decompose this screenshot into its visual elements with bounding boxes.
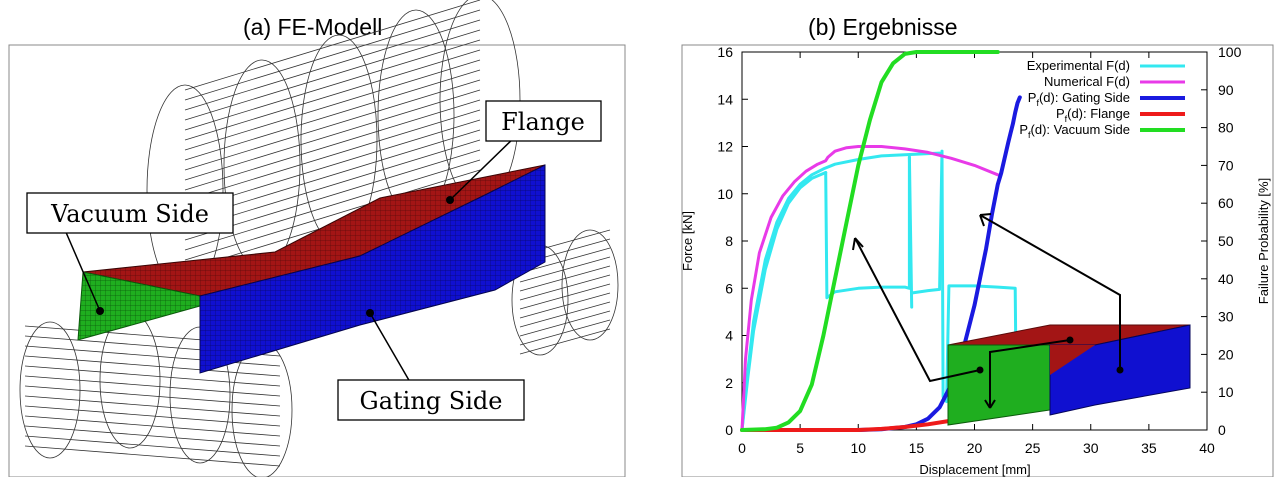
- gating-side-surface: [199, 164, 546, 374]
- y2-tick-label: 20: [1218, 346, 1234, 362]
- y-tick-label: 4: [725, 328, 733, 344]
- y2-tick-label: 10: [1218, 384, 1234, 400]
- right-support-cylinder: [511, 229, 619, 356]
- legend-label: Pf(d): Vacuum Side: [1019, 122, 1130, 140]
- gating-side-leader-line: [369, 312, 411, 383]
- y2-tick-label: 90: [1218, 82, 1234, 98]
- x-tick-label: 35: [1141, 440, 1157, 456]
- series-line: [740, 50, 1000, 432]
- y2-tick-label: 60: [1218, 195, 1234, 211]
- y2-tick-label: 0: [1218, 422, 1226, 438]
- series-experimental-f-d: [740, 149, 1018, 432]
- y2-axis-label: Failure Probability [%]: [1256, 178, 1271, 304]
- y-tick-label: 6: [725, 280, 733, 296]
- legend-label: Pf(d): Gating Side: [1028, 90, 1130, 108]
- inset-model: [947, 324, 1191, 426]
- series-line: [856, 95, 1022, 432]
- y-axis-label: Force [kN]: [680, 211, 695, 271]
- series-line: [910, 149, 944, 295]
- vacuum-side-callout-box: [26, 192, 234, 234]
- y-tick-label: 14: [717, 91, 733, 107]
- y2-tick-label: 50: [1218, 233, 1234, 249]
- flange-leader-line: [449, 131, 521, 201]
- series-pf-d-vacuum-side: [740, 50, 1000, 432]
- panel-a-title: (a) FE-Modell: [243, 14, 383, 40]
- panel-b-title: (b) Ergebnisse: [808, 14, 958, 40]
- series-line: [907, 155, 914, 309]
- y-tick-label: 2: [725, 375, 733, 391]
- y2-tick-label: 70: [1218, 157, 1234, 173]
- punch-cylinder: [146, 0, 521, 296]
- y2-tick-label: 40: [1218, 271, 1234, 287]
- x-tick-label: 15: [909, 440, 925, 456]
- y2-tick-label: 30: [1218, 309, 1234, 325]
- y-tick-label: 16: [717, 44, 733, 60]
- x-tick-label: 30: [1083, 440, 1099, 456]
- series-line: [740, 145, 1000, 432]
- vacuum-side-leader-line: [64, 229, 101, 312]
- vacuum-side-label: Vacuum Side: [50, 200, 209, 228]
- flange-label: Flange: [501, 108, 585, 136]
- panel-b-frame: [681, 44, 1274, 477]
- arrow-dot-flange: [1066, 336, 1074, 344]
- legend-label: Numerical F(d): [1044, 74, 1130, 89]
- flange-leader-dot: [446, 196, 454, 204]
- x-tick-label: 40: [1199, 440, 1215, 456]
- fe-model-figure: Flange Vacuum Side Gating Side: [8, 0, 626, 477]
- vacuum-side-leader-dot: [96, 307, 104, 315]
- series-numerical-f-d: [740, 145, 1000, 432]
- x-tick-label: 0: [738, 440, 746, 456]
- series-line: [740, 171, 828, 432]
- gating-side-leader-dot: [366, 309, 374, 317]
- y-tick-label: 10: [717, 186, 733, 202]
- arrow-dot-gating: [1116, 366, 1124, 374]
- arrow-dot-vacuum: [976, 366, 984, 374]
- y2-tick-label: 80: [1218, 120, 1234, 136]
- panel-a-frame: [8, 44, 626, 477]
- y-tick-label: 8: [725, 233, 733, 249]
- x-tick-label: 10: [850, 440, 866, 456]
- x-tick-label: 5: [796, 440, 804, 456]
- series-pf-d-gating-side: [856, 95, 1022, 432]
- legend: Experimental F(d)Numerical F(d)Pf(d): Ga…: [1019, 58, 1185, 140]
- legend-label: Pf(d): Flange: [1056, 106, 1130, 124]
- x-axis-label: Displacement [mm]: [919, 462, 1030, 477]
- legend-label: Experimental F(d): [1027, 58, 1130, 73]
- y2-tick-label: 100: [1218, 44, 1242, 60]
- x-tick-label: 25: [1025, 440, 1041, 456]
- flange-callout-box: [485, 100, 602, 142]
- y-tick-label: 0: [725, 422, 733, 438]
- series-line: [824, 155, 911, 300]
- left-support-cylinder: [19, 311, 293, 477]
- annotation-arrows: [852, 213, 1121, 409]
- series-line: [740, 151, 942, 432]
- y-tick-label: 12: [717, 139, 733, 155]
- x-tick-label: 20: [967, 440, 983, 456]
- gating-side-callout-box: [337, 379, 525, 421]
- gating-side-label: Gating Side: [360, 387, 503, 415]
